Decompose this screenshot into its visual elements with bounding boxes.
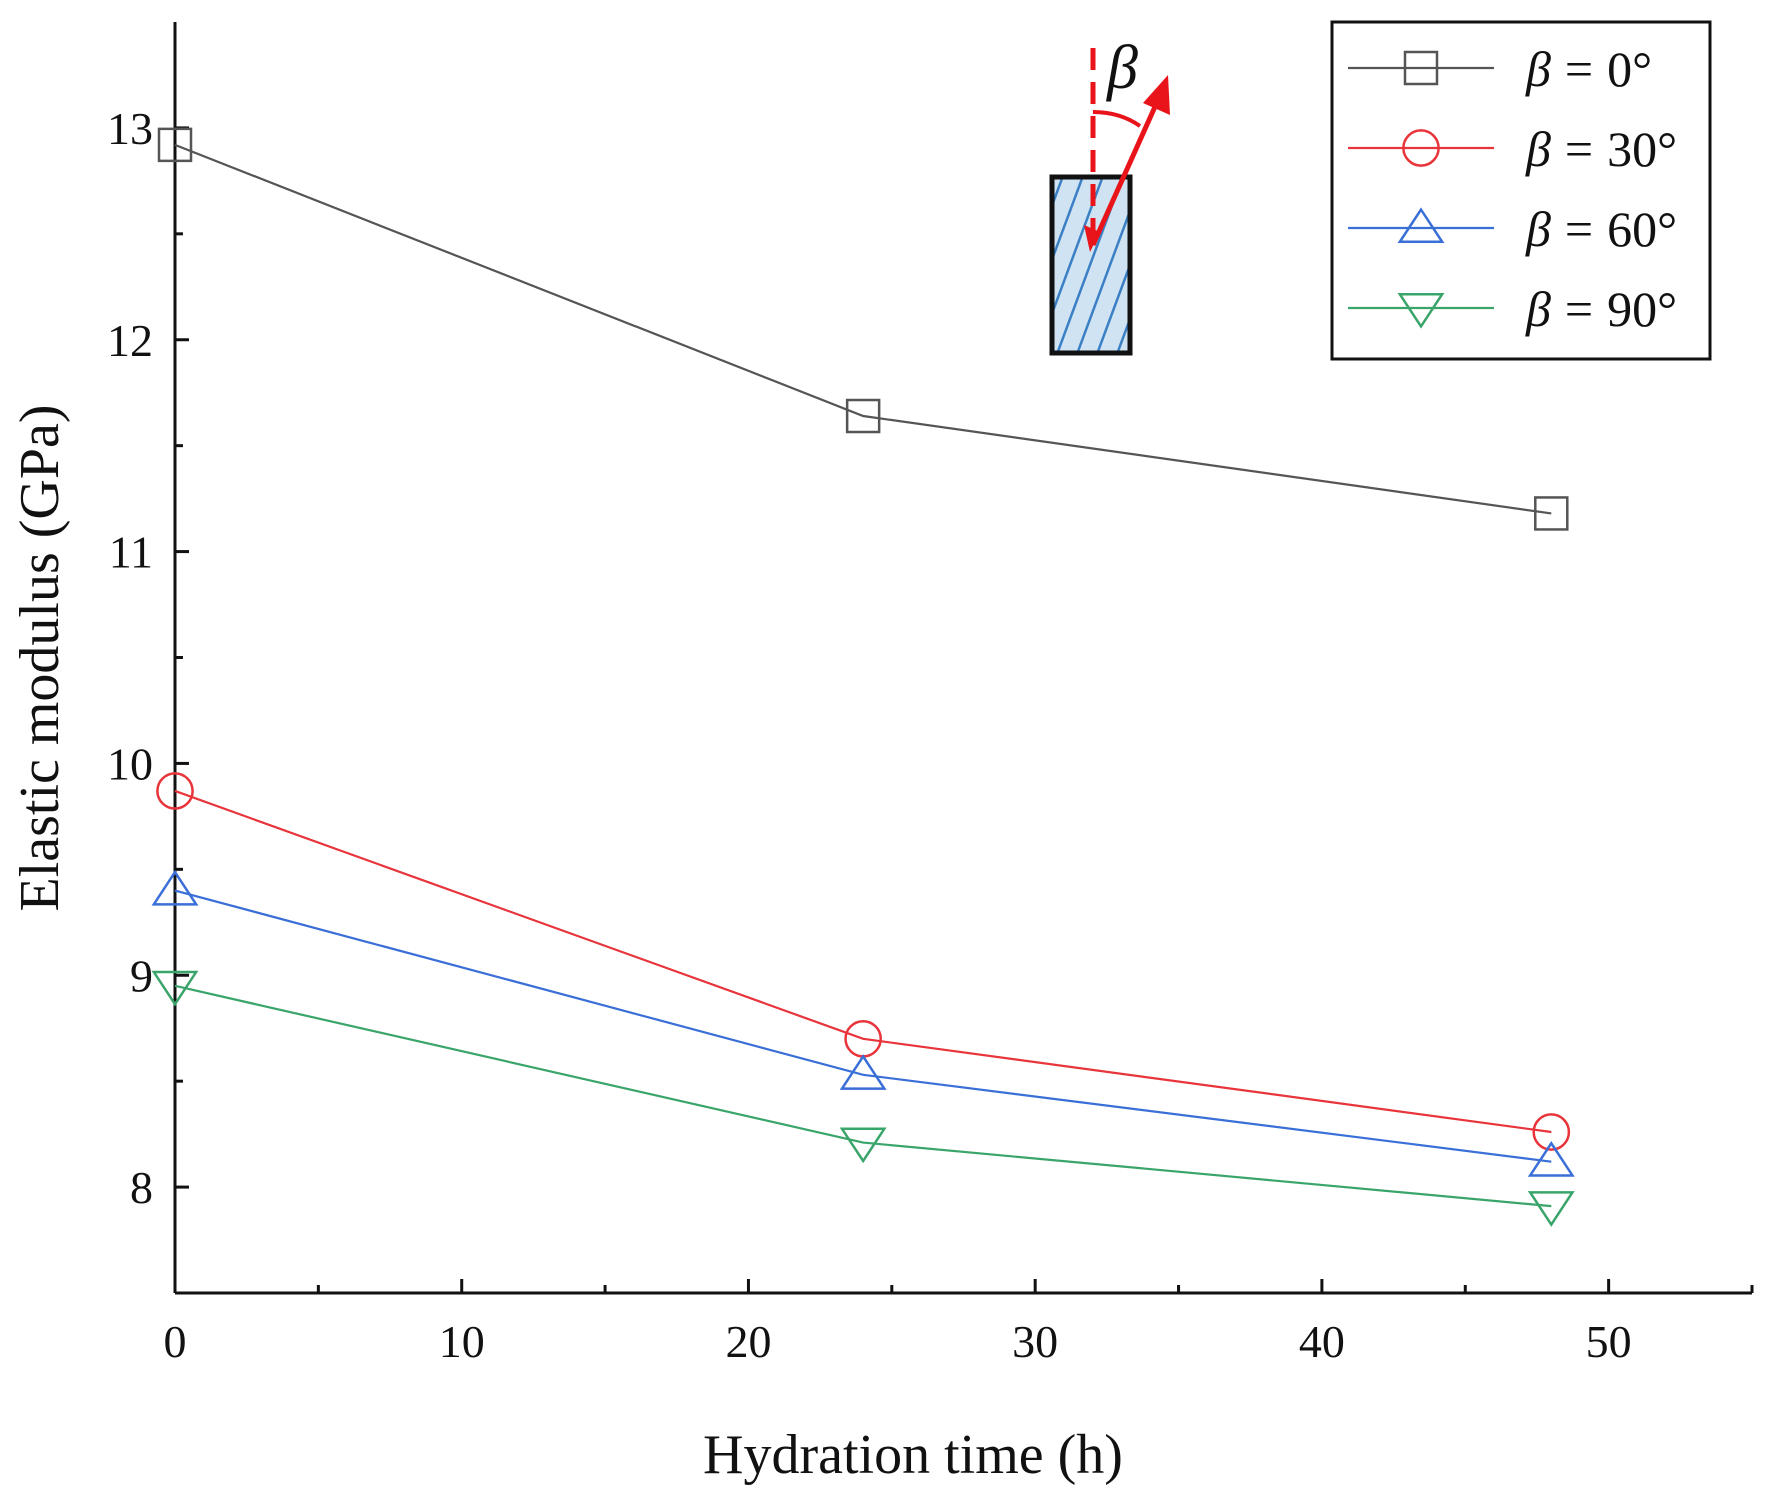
legend-eq-3: = bbox=[1565, 281, 1593, 337]
arrow-head-down bbox=[1084, 225, 1100, 252]
y-tick-label: 8 bbox=[130, 1162, 153, 1213]
legend-angle-1: 30° bbox=[1607, 121, 1677, 177]
legend-label-0: β = 0° bbox=[1525, 41, 1652, 97]
legend-eq-2: = bbox=[1565, 201, 1593, 257]
data-point-s2-1 bbox=[839, 1054, 887, 1090]
series-line-1 bbox=[174, 789, 1552, 1134]
legend-marker-3 bbox=[1397, 292, 1445, 329]
y-tick-label: 10 bbox=[107, 738, 153, 789]
data-point-s0-2 bbox=[1534, 496, 1569, 531]
x-ticks: 0 10 20 30 40 50 bbox=[164, 1279, 1754, 1367]
data-point-s2-0 bbox=[151, 869, 199, 906]
y-tick-label: 13 bbox=[107, 103, 153, 154]
x-tick-label: 10 bbox=[439, 1316, 485, 1367]
y-tick-label: 11 bbox=[109, 527, 153, 578]
specimen-outline bbox=[1049, 174, 1133, 356]
legend-label-1: β = 30° bbox=[1525, 121, 1677, 177]
specimen-inset: β bbox=[1049, 34, 1170, 356]
data-point-s3-1 bbox=[839, 1127, 887, 1164]
x-tick-label: 0 bbox=[164, 1316, 187, 1367]
y-tick-label: 9 bbox=[130, 950, 153, 1001]
legend-beta-2: β bbox=[1525, 201, 1551, 257]
legend-angle-3: 90° bbox=[1607, 281, 1677, 337]
x-tick-label: 30 bbox=[1012, 1316, 1058, 1367]
data-point-s3-0 bbox=[151, 970, 199, 1007]
y-ticks: 8 9 10 11 12 13 bbox=[107, 103, 189, 1213]
legend-angle-0: 0° bbox=[1607, 41, 1652, 97]
legend: β = 0°β = 30°β = 60°β = 90° bbox=[1330, 20, 1712, 361]
data-point-s2-2 bbox=[1527, 1140, 1575, 1177]
legend-beta-0: β bbox=[1525, 41, 1551, 97]
legend-angle-2: 60° bbox=[1607, 201, 1677, 257]
series-markers bbox=[151, 127, 1575, 1227]
x-tick-label: 40 bbox=[1299, 1316, 1345, 1367]
x-axis-title: Hydration time (h) bbox=[703, 1424, 1123, 1486]
data-point-s1-2 bbox=[1532, 1113, 1571, 1151]
series-line-0 bbox=[174, 143, 1552, 515]
legend-label-2: β = 60° bbox=[1525, 201, 1677, 257]
data-point-s3-2 bbox=[1527, 1191, 1575, 1227]
legend-beta-1: β bbox=[1525, 121, 1551, 177]
y-tick-label: 12 bbox=[107, 315, 153, 366]
data-point-s0-1 bbox=[845, 398, 881, 434]
legend-eq-0: = bbox=[1565, 41, 1593, 97]
legend-box bbox=[1330, 20, 1712, 361]
legend-eq-1: = bbox=[1565, 121, 1593, 177]
x-axis-unit: h bbox=[1076, 1424, 1104, 1486]
bedding-hatch bbox=[1052, 177, 1130, 353]
series-line-2 bbox=[174, 889, 1552, 1163]
legend-marker-1 bbox=[1402, 129, 1440, 167]
arrow-head-up bbox=[1143, 75, 1170, 115]
inset-beta-label: β bbox=[1106, 34, 1138, 102]
data-point-s0-0 bbox=[157, 127, 193, 163]
angle-arc bbox=[1092, 110, 1142, 128]
series-lines bbox=[174, 143, 1552, 1208]
legend-beta-3: β bbox=[1525, 281, 1551, 337]
data-point-s1-0 bbox=[156, 772, 194, 810]
y-axis-title: Elastic modulus (GPa) bbox=[9, 404, 71, 911]
loading-direction-arrow bbox=[1090, 98, 1161, 247]
legend-label-3: β = 90° bbox=[1525, 281, 1677, 337]
series-line-3 bbox=[174, 984, 1552, 1208]
legend-marker-2 bbox=[1397, 207, 1445, 244]
x-tick-label: 20 bbox=[725, 1316, 771, 1367]
x-tick-label: 50 bbox=[1586, 1316, 1632, 1367]
x-axis-title-text: Hydration time bbox=[703, 1424, 1044, 1486]
legend-marker-0 bbox=[1403, 50, 1439, 86]
